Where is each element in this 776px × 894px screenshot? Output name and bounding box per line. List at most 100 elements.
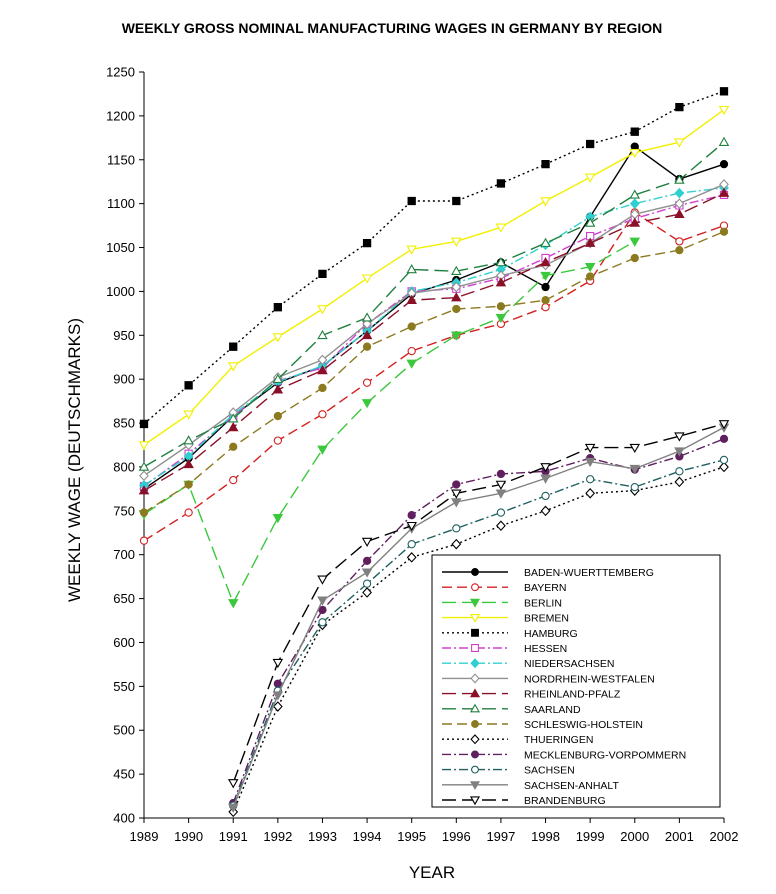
data-point-mecklenburg-vorpommern [273,679,282,688]
data-point-nordrhein-westfalen [317,354,328,366]
y-tick-label: 450 [113,767,135,782]
data-point-brandenburg [629,443,641,454]
data-point-sachsen-anhalt [317,596,328,606]
y-tick-label: 1200 [106,108,135,123]
data-point-hamburg [452,196,461,206]
series-line-thueringen [232,466,725,813]
series-line-mecklenburg-vorpommern [232,438,725,804]
series-line-bremen [143,109,725,446]
data-point-sachsen-anhalt [584,457,596,468]
data-point-sachsen-anhalt [629,464,641,475]
data-point-sachsen [675,467,684,476]
data-point-bayern [675,237,684,246]
legend-label: BREMEN [524,613,569,625]
legend-swatch-marker [469,703,481,713]
data-point-thueringen [585,487,596,499]
data-point-berlin [406,359,417,369]
x-axis-label: YEAR [409,863,455,882]
legend-label: BRANDENBURG [524,795,606,807]
data-point-niedersachsen [674,187,685,199]
legend-box [431,554,721,808]
data-point-hamburg [229,342,238,351]
legend-swatch-marker [470,658,480,669]
legend-label: SACHSEN-ANHALT [524,780,619,792]
data-point-sachsen [407,540,416,549]
legend-label: BAYERN [524,582,566,594]
legend-item-bayern: BAYERN [442,582,566,594]
data-point-berlin [272,514,284,524]
axes: 400 450 500 550 600 650 700 750 800 850 900 950 1000… [106,65,738,845]
data-point-berlin [584,263,596,273]
x-tick-label: 1999 [576,829,605,844]
data-point-bremen [629,148,641,159]
data-point-nordrhein-westfalen [674,198,685,209]
x-tick-label: 1997 [486,829,515,844]
legend-swatch-marker [471,750,479,759]
data-point-mecklenburg-vorpommern [452,480,461,489]
data-point-schleswig-holstein [407,322,416,331]
y-axis-label: WEEKLY WAGE (DEUTSCHMARKS) [65,318,84,602]
y-tick-label: 900 [113,372,135,387]
data-point-schleswig-holstein [139,508,149,517]
data-point-sachsen [362,579,372,588]
legend-item-baden-wuerttemberg: BADEN-WUERTTEMBERG [442,567,654,579]
legend-label: MECKLENBURG-VORPOMMERN [524,749,686,761]
data-point-saarland [540,237,551,247]
data-point-bremen [406,245,417,255]
series-line-niedersachsen [143,187,725,486]
data-point-schleswig-holstein [630,253,639,263]
data-point-bremen [227,362,239,372]
legend-label: SCHLESWIG-HOLSTEIN [524,719,643,731]
data-point-berlin [629,237,641,247]
data-point-hamburg [496,179,506,188]
legend-label: HESSEN [524,643,567,655]
data-point-berlin [540,271,551,282]
data-point-berlin [227,599,239,609]
data-point-rheinland-pfalz [317,364,328,375]
data-point-schleswig-holstein [273,411,282,421]
data-point-bremen [718,105,730,116]
series-line-sachsen [232,459,725,806]
data-point-rheinland-pfalz [629,217,641,227]
legend-swatch-marker [471,720,479,728]
y-tick-label: 850 [113,416,135,431]
data-point-berlin [317,445,328,455]
data-point-thueringen [272,701,283,712]
y-tick-label: 500 [113,723,135,738]
data-point-thueringen [406,552,417,563]
data-point-nordrhein-westfalen [139,470,149,482]
x-tick-label: 1994 [353,829,382,844]
data-point-thueringen [540,505,551,517]
data-point-bremen [317,305,328,315]
data-point-berlin [451,331,462,341]
data-point-bayern [541,303,550,312]
data-point-brandenburg [540,463,551,473]
data-point-sachsen [719,455,729,465]
series-bayern [139,208,729,545]
legend-label: NORDRHEIN-WESTFALEN [524,673,655,685]
legend-item-thueringen: THUERINGEN [442,734,593,746]
data-point-baden-wuerttemberg [719,160,729,169]
legend-swatch-marker [470,673,480,684]
legend-item-nordrhein-westfalen: NORDRHEIN-WESTFALEN [442,673,655,685]
legend-item-bremen: BREMEN [442,613,569,625]
legend-swatch-marker [469,613,481,623]
data-point-hamburg [139,419,149,429]
series-line-brandenburg [232,423,725,784]
series-line-berlin [143,240,636,605]
data-point-bayern [362,378,372,387]
data-point-thueringen [719,461,729,473]
series-bremen [138,105,730,451]
x-tick-label: 2002 [710,829,739,844]
data-point-sachsen [541,491,550,501]
y-tick-label: 1000 [106,284,135,299]
data-point-hessen [586,231,595,241]
data-point-mecklenburg-vorpommern [318,605,327,615]
data-point-sachsen [318,618,327,627]
data-point-mecklenburg-vorpommern [719,434,729,444]
data-point-brandenburg [361,537,373,547]
data-point-saarland [674,174,685,184]
series-saarland [138,136,730,471]
data-point-schleswig-holstein [675,246,684,255]
legend-swatch-marker [469,796,481,806]
